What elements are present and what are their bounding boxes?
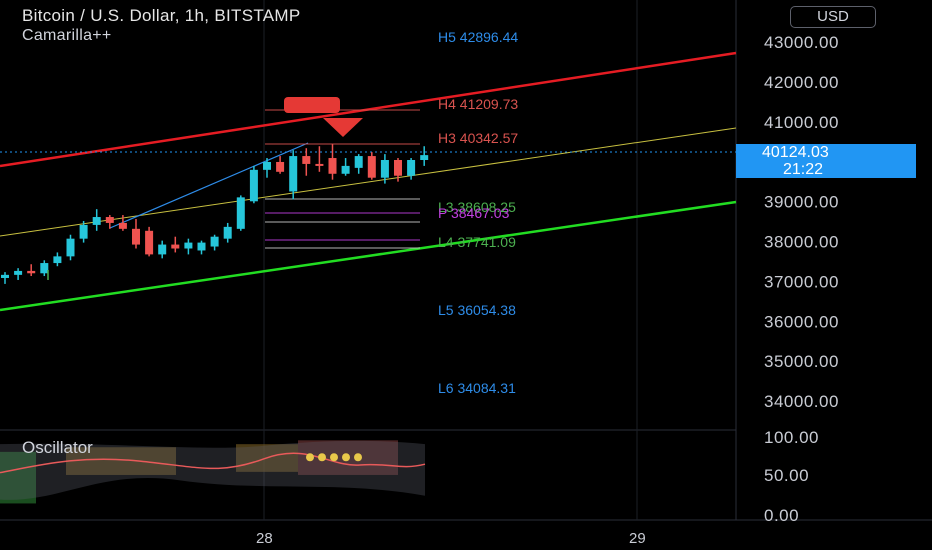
candle-body xyxy=(132,228,140,245)
osc-signal-dot xyxy=(330,453,338,462)
candle-body xyxy=(341,165,350,174)
candle-body xyxy=(223,226,232,239)
swing-line xyxy=(109,142,309,229)
osc-tick-label: 50.00 xyxy=(764,466,809,485)
oscillator-pane xyxy=(0,440,426,504)
price-tick-label: 38000.00 xyxy=(764,233,839,252)
osc-signal-dot xyxy=(318,453,326,462)
candle-body xyxy=(394,160,402,176)
osc-signal-dot xyxy=(342,453,350,462)
osc-tick-label: 0.00 xyxy=(764,506,799,525)
osc-zone-1 xyxy=(66,447,176,475)
candles xyxy=(1,144,429,284)
price-tick-label: 37000.00 xyxy=(764,272,839,291)
candle-body xyxy=(14,270,23,275)
lower-channel-line xyxy=(0,200,737,312)
camarilla-levels: H5 42896.44 H4 41209.73 H3 40342.57 L3 3860… xyxy=(0,29,736,396)
candle-body xyxy=(197,242,206,251)
level-label: H3 40342.57 xyxy=(438,130,518,146)
candle-body xyxy=(105,217,114,223)
candle-body xyxy=(380,160,389,178)
osc-oversold-zone xyxy=(0,451,36,504)
osc-tick-label: 100.00 xyxy=(764,428,819,447)
candle-body xyxy=(79,224,88,239)
candle-body xyxy=(263,161,271,170)
candle-body xyxy=(171,244,180,249)
level-label: L6 34084.31 xyxy=(438,380,516,396)
markers xyxy=(47,97,363,280)
level-label: P 38467.03 xyxy=(438,205,510,221)
candle-body xyxy=(53,256,62,264)
price-tick-label: 34000.00 xyxy=(764,392,839,411)
indicator-label: Camarilla++ xyxy=(22,27,112,44)
oscillator-label: Oscillator xyxy=(22,438,93,457)
candle-body xyxy=(1,274,9,278)
candle-body xyxy=(40,263,49,274)
candle-body xyxy=(302,156,311,164)
candle-body xyxy=(158,244,167,255)
level-label: H4 41209.73 xyxy=(438,96,518,112)
candle-body xyxy=(27,270,36,274)
candle-body xyxy=(236,197,245,229)
chart-title: Bitcoin / U.S. Dollar, 1h, BITSTAMP xyxy=(22,6,301,25)
osc-signal-dot xyxy=(306,453,314,462)
candle-body xyxy=(420,155,429,160)
price-tick-label: 35000.00 xyxy=(764,352,839,371)
candle-body xyxy=(66,238,75,257)
candle-body xyxy=(328,158,337,174)
candle-body xyxy=(289,156,298,192)
price-tick-label: 36000.00 xyxy=(764,312,839,331)
candle-body xyxy=(118,222,127,229)
price-tick-label: 39000.00 xyxy=(764,193,839,212)
price-tick-label: 41000.00 xyxy=(764,113,839,132)
osc-signal-dot xyxy=(354,453,362,462)
candle-body xyxy=(184,242,193,249)
trend-channels xyxy=(0,51,737,312)
candle-body xyxy=(276,161,285,172)
level-label: L5 36054.38 xyxy=(438,302,516,318)
candle-body xyxy=(210,236,219,247)
sell-triangle xyxy=(323,118,363,137)
candle-body xyxy=(407,160,416,176)
candle-body xyxy=(315,163,324,166)
grid xyxy=(0,0,932,521)
candle-body xyxy=(92,217,101,225)
candle-body xyxy=(354,156,363,168)
candle-body xyxy=(145,230,154,255)
time-tick-label: 28 xyxy=(256,530,273,547)
last-price-tag: 40124.03 21:22 xyxy=(736,144,916,178)
level-label: H5 42896.44 xyxy=(438,29,518,45)
level-label: L4 37741.09 xyxy=(438,234,516,250)
level-label: L3 38608.25 xyxy=(438,199,516,215)
osc-line xyxy=(0,452,426,474)
currency-button[interactable]: USD xyxy=(790,6,876,28)
price-tick-label: 42000.00 xyxy=(764,73,839,92)
bar-countdown: 21:22 xyxy=(783,161,824,178)
price-tick-label: 43000.00 xyxy=(764,33,839,52)
time-tick-label: 29 xyxy=(629,530,646,547)
candle-body xyxy=(249,169,258,202)
top-marker-box xyxy=(284,97,340,113)
price-axis: 43000.0042000.0041000.0040000.0039000.00… xyxy=(256,33,839,547)
candle-body xyxy=(367,156,376,178)
last-price-value: 40124.03 xyxy=(762,144,829,161)
